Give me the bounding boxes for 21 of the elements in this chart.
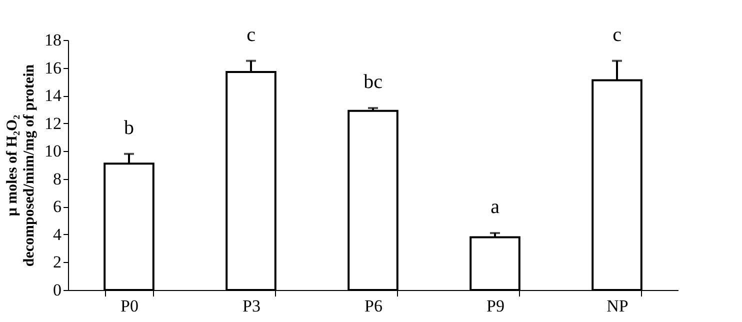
y-axis-title: μ moles of H₂O₂ decomposed/mim/mg of protein (4, 64, 38, 267)
y-tick-label: 18 (44, 30, 62, 50)
y-tick-label: 12 (44, 114, 62, 133)
x-tick-label: P0 (120, 296, 138, 316)
x-tick-label: NP (606, 296, 628, 316)
y-tick-label: 0 (53, 280, 62, 300)
annotation: b (124, 116, 134, 139)
y-tick-label: 10 (44, 142, 62, 161)
y-tick-label: 6 (53, 197, 62, 216)
x-tick-label: P9 (486, 296, 504, 316)
annotation: bc (364, 71, 383, 94)
annotation: c (612, 24, 622, 46)
annotation: c (246, 24, 256, 46)
x-tick-label: P3 (242, 296, 260, 316)
annotation: a (490, 196, 500, 218)
y-tick-label: 16 (44, 58, 62, 78)
y-tick-label: 4 (53, 224, 62, 244)
y-tick-label: 14 (44, 86, 62, 106)
x-tick-label: P6 (364, 296, 382, 316)
y-tick-label: 8 (53, 169, 62, 188)
y-tick-label: 2 (53, 252, 62, 272)
